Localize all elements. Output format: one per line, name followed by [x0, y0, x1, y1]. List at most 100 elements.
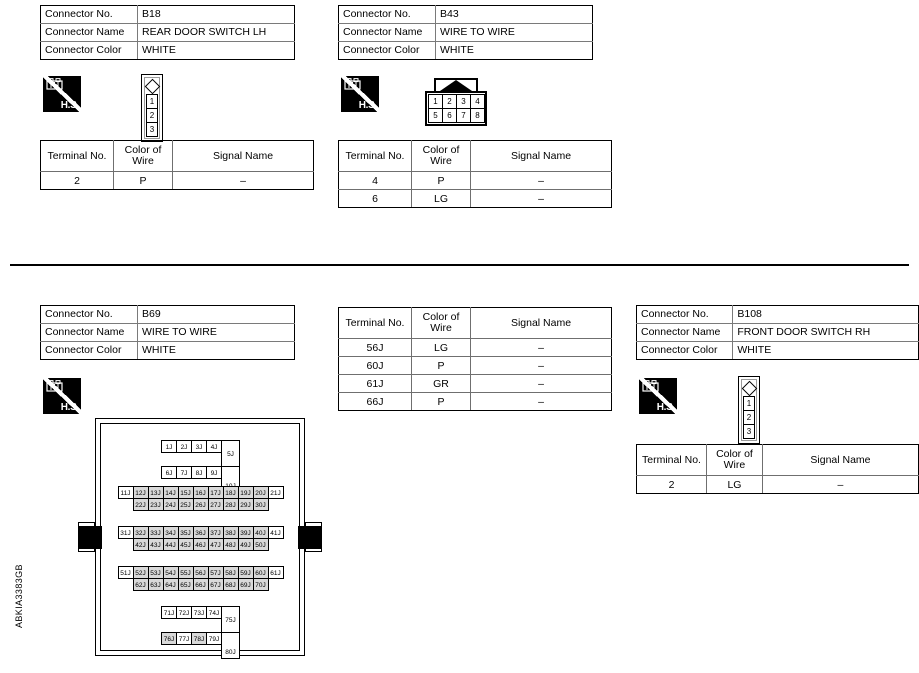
pin-cell: 7J	[176, 466, 192, 479]
info-row-connector-color: Connector Color WHITE	[635, 341, 919, 360]
row-offset-spacer	[117, 578, 133, 579]
pin-row: 31J 32J 33J 34J 35J 36J 37J 38J 39J 40J …	[95, 526, 305, 539]
pin-cell: 3	[146, 122, 158, 137]
table-header-row: Terminal No. Color of Wire Signal Name	[40, 140, 314, 172]
pin-group-3: 31J 32J 33J 34J 35J 36J 37J 38J 39J 40J …	[95, 526, 305, 551]
header-terminal-no: Terminal No.	[636, 444, 707, 476]
table-header-row: Terminal No. Color of Wire Signal Name	[338, 140, 612, 172]
pin-cell: 64J	[162, 578, 179, 591]
table-row: 4 P –	[338, 171, 612, 190]
connector-glyph-icon	[46, 380, 63, 394]
label-connector-color: Connector Color	[40, 41, 138, 60]
hs-icon-b18: H.S.	[43, 76, 81, 112]
info-table-b108: Connector No. B108 Connector Name FRONT …	[635, 305, 919, 360]
table-row: 2 LG –	[636, 475, 919, 494]
cell-signal-name: –	[761, 475, 919, 494]
terminal-table-b108: Terminal No. Color of Wire Signal Name 2 …	[636, 444, 919, 494]
cell-wire-color: P	[411, 392, 471, 411]
pin-cell: 80J	[221, 632, 240, 659]
pin-cell: 76J	[161, 632, 177, 645]
pin-cell: 74J	[206, 606, 222, 619]
table-header-row: Terminal No. Color of Wire Signal Name	[338, 307, 612, 339]
label-connector-name: Connector Name	[635, 323, 734, 342]
connector-glyph-icon	[344, 78, 361, 92]
cell-signal-name: –	[470, 171, 612, 190]
pin-cell: 48J	[222, 538, 239, 551]
table-row: 66J P –	[338, 392, 612, 411]
connector-symbol-b108: 1 2 3	[738, 376, 760, 444]
cell-terminal-no: 6	[338, 189, 412, 208]
pin-cell: 41J	[267, 526, 284, 539]
pin-cell: 43J	[147, 538, 164, 551]
cell-terminal-no: 2	[40, 171, 114, 190]
pin-cell: 30J	[252, 498, 269, 511]
connector-latch-tab	[434, 78, 478, 91]
pin-cell: 25J	[177, 498, 194, 511]
pin-row: 71J 72J 73J 74J 75J	[95, 606, 305, 633]
value-connector-color: WHITE	[435, 41, 593, 60]
pin-cell: 3	[456, 94, 471, 109]
pin-cell: 42J	[132, 538, 149, 551]
connector-symbol-b18: 1 2 3	[141, 74, 163, 142]
info-row-connector-color: Connector Color WHITE	[40, 341, 295, 360]
hs-icon-b108: H.S.	[639, 378, 677, 414]
cell-wire-color: LG	[411, 189, 471, 208]
table-row: 61J GR –	[338, 374, 612, 393]
cell-signal-name: –	[172, 171, 314, 190]
label-connector-no: Connector No.	[40, 5, 138, 24]
label-connector-name: Connector Name	[40, 23, 138, 42]
pin-row-bottom: 5 6 7 8	[428, 108, 485, 123]
label-connector-no: Connector No.	[40, 305, 138, 324]
info-row-connector-no: Connector No. B69	[40, 305, 295, 324]
pin-cell: 71J	[161, 606, 177, 619]
pin-cell: 1	[428, 94, 443, 109]
header-terminal-no: Terminal No.	[338, 307, 412, 339]
header-color-of-wire: Color of Wire	[705, 444, 763, 476]
info-row-connector-color: Connector Color WHITE	[338, 41, 593, 60]
pin-cell: 75J	[221, 606, 240, 633]
table-row: 6 LG –	[338, 189, 612, 208]
value-connector-color: WHITE	[137, 341, 295, 360]
hs-label: H.S.	[60, 402, 80, 413]
cell-signal-name: –	[470, 189, 612, 208]
cell-wire-color: GR	[411, 374, 471, 393]
connector-symbol-b69: 1J 2J 3J 4J 5J 6J 7J 8J 9J 10J 11J 12J 1…	[78, 418, 322, 659]
value-connector-no: B18	[137, 5, 295, 24]
label-connector-no: Connector No.	[338, 5, 436, 24]
connector-block-b108: Connector No. B108 Connector Name FRONT …	[635, 305, 919, 360]
pin-cell: 61J	[267, 566, 284, 579]
pin-cell: 4	[470, 94, 485, 109]
label-connector-no: Connector No.	[635, 305, 734, 324]
header-terminal-no: Terminal No.	[338, 140, 412, 172]
row-offset-spacer	[268, 498, 284, 499]
terminal-table-b43: Terminal No. Color of Wire Signal Name 4 …	[338, 140, 612, 208]
diamond-marker-icon	[741, 380, 757, 397]
pin-cell: 27J	[207, 498, 224, 511]
pin-cell: 49J	[237, 538, 254, 551]
pin-cell: 28J	[222, 498, 239, 511]
pin-cell: 1J	[161, 440, 177, 453]
label-connector-name: Connector Name	[338, 23, 436, 42]
info-row-connector-no: Connector No. B108	[635, 305, 919, 324]
info-row-connector-name: Connector Name WIRE TO WIRE	[40, 323, 295, 342]
cell-terminal-no: 66J	[338, 392, 412, 411]
pin-row: 22J 23J 24J 25J 26J 27J 28J 29J 30J	[95, 498, 305, 511]
header-terminal-no: Terminal No.	[40, 140, 114, 172]
diamond-marker-icon	[144, 78, 160, 95]
pin-cell: 2	[743, 410, 755, 425]
value-connector-no: B43	[435, 5, 593, 24]
row-offset-spacer	[268, 578, 284, 579]
pin-group-5: 71J 72J 73J 74J 75J 76J 77J 78J 79J 80J	[95, 606, 305, 659]
info-row-connector-color: Connector Color WHITE	[40, 41, 295, 60]
table-header-row: Terminal No. Color of Wire Signal Name	[636, 444, 919, 476]
pin-group-4: 51J 52J 53J 54J 55J 56J 57J 58J 59J 60J …	[95, 566, 305, 591]
value-connector-color: WHITE	[137, 41, 295, 60]
connector-block-b43: Connector No. B43 Connector Name WIRE TO…	[338, 5, 593, 60]
pin-cell: 8	[470, 108, 485, 123]
table-row: 60J P –	[338, 356, 612, 375]
housing-tab-right-fill	[298, 526, 321, 549]
pin-cell: 3J	[191, 440, 207, 453]
housing-tab-left-fill	[79, 526, 102, 549]
value-connector-name: WIRE TO WIRE	[137, 323, 295, 342]
pin-cell: 8J	[191, 466, 207, 479]
